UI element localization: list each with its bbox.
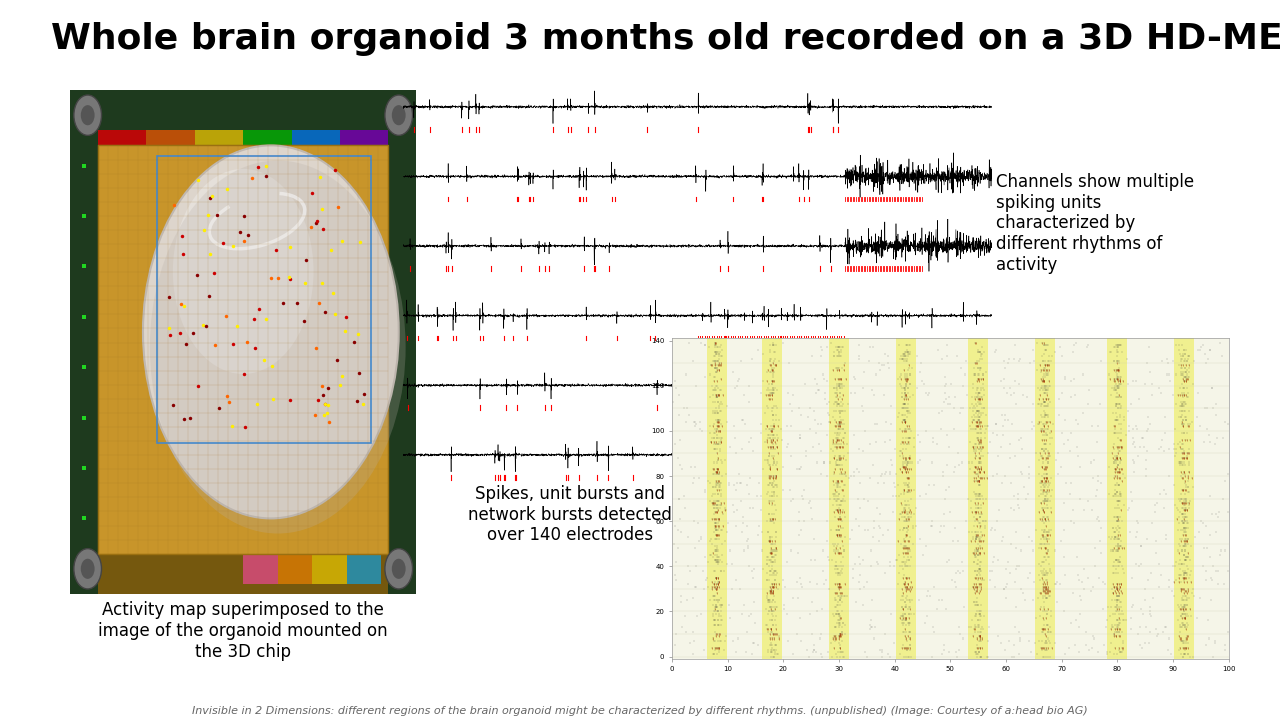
Bar bbox=[99, 145, 388, 554]
Circle shape bbox=[143, 145, 399, 518]
Bar bbox=[70, 90, 99, 594]
Bar bbox=[99, 130, 146, 145]
Bar bbox=[347, 554, 381, 584]
Circle shape bbox=[392, 559, 406, 579]
Text: Activity map superimposed to the
image of the organoid mounted on
the 3D chip: Activity map superimposed to the image o… bbox=[99, 601, 388, 661]
Circle shape bbox=[74, 549, 101, 589]
Circle shape bbox=[385, 549, 412, 589]
Bar bbox=[70, 554, 416, 594]
Bar bbox=[762, 338, 782, 659]
Circle shape bbox=[81, 105, 95, 125]
Circle shape bbox=[173, 169, 314, 374]
Bar bbox=[340, 130, 388, 145]
Bar bbox=[146, 130, 195, 145]
Circle shape bbox=[385, 95, 412, 135]
Text: Spikes, unit bursts and
network bursts detected
over 140 electrodes: Spikes, unit bursts and network bursts d… bbox=[467, 485, 672, 544]
Bar bbox=[968, 338, 988, 659]
Bar bbox=[1107, 338, 1128, 659]
Bar bbox=[243, 554, 278, 584]
Circle shape bbox=[392, 105, 406, 125]
Bar bbox=[70, 90, 416, 130]
Bar bbox=[278, 554, 312, 584]
Bar bbox=[312, 554, 347, 584]
Bar bbox=[99, 554, 388, 594]
Bar bbox=[707, 338, 727, 659]
Circle shape bbox=[150, 161, 406, 534]
Text: Channels show multiple
spiking units
characterized by
different rhythms of
activ: Channels show multiple spiking units cha… bbox=[996, 173, 1194, 274]
Bar bbox=[1036, 338, 1055, 659]
Bar bbox=[1174, 338, 1194, 659]
Circle shape bbox=[81, 559, 95, 579]
Bar bbox=[195, 130, 243, 145]
Bar bbox=[292, 130, 340, 145]
Bar bbox=[896, 338, 916, 659]
Bar bbox=[388, 90, 416, 594]
Bar bbox=[829, 338, 849, 659]
Text: Whole brain organoid 3 months old recorded on a 3D HD-MEA: Whole brain organoid 3 months old record… bbox=[51, 22, 1280, 55]
Text: Invisible in 2 Dimensions: different regions of the brain organoid might be char: Invisible in 2 Dimensions: different reg… bbox=[192, 706, 1088, 716]
Bar bbox=[157, 156, 371, 443]
Circle shape bbox=[74, 95, 101, 135]
Bar bbox=[243, 130, 292, 145]
